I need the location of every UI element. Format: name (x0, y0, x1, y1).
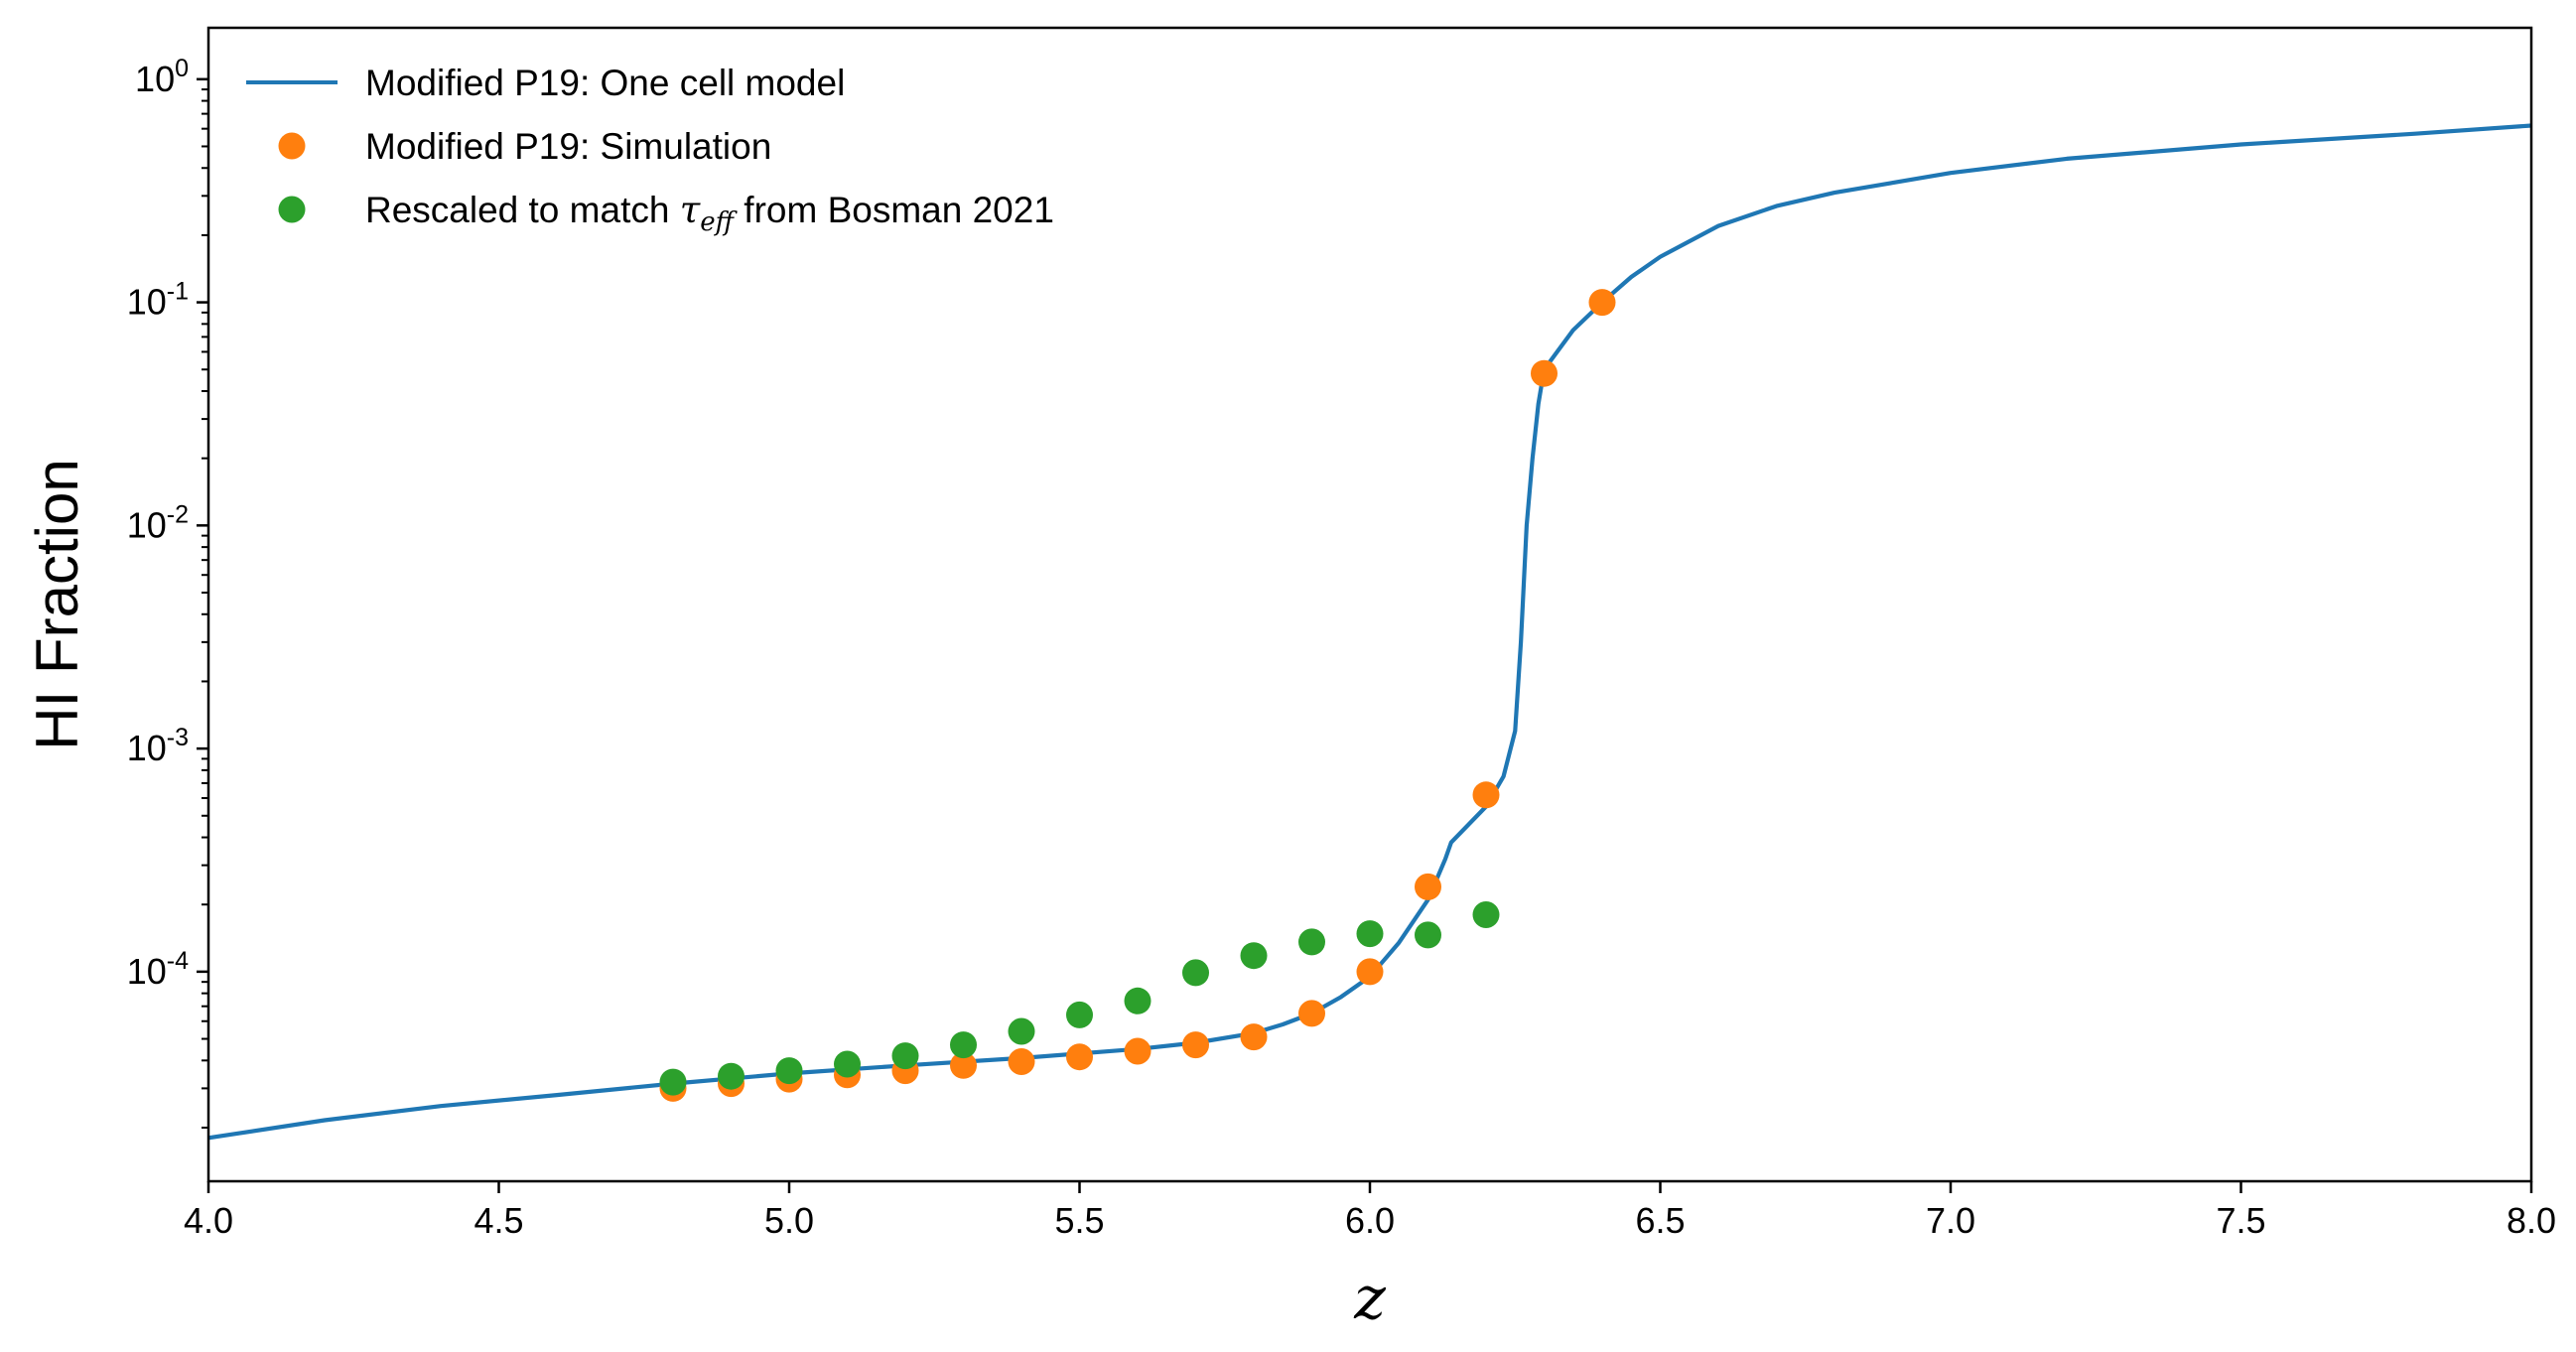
x-tick-label: 8.0 (2507, 1200, 2556, 1241)
rescaled-point (1240, 942, 1268, 970)
simulation-point (1415, 873, 1441, 900)
rescaled-point (1182, 959, 1209, 987)
rescaled-point (1356, 920, 1384, 948)
simulation-point (1066, 1043, 1093, 1071)
simulation-point (1472, 781, 1500, 809)
legend-label-simulation: Modified P19: Simulation (365, 126, 771, 167)
y-tick-label: 10-4 (127, 947, 189, 992)
legend-math-subscript: eff (700, 207, 738, 237)
rescaled-point (1472, 901, 1500, 928)
simulation-point (1008, 1048, 1035, 1075)
y-axis-label: HI Fraction (24, 459, 90, 749)
rescaled-point (950, 1031, 977, 1059)
rescaled-point (1008, 1017, 1035, 1045)
rescaled-point (718, 1062, 745, 1090)
x-tick-label: 5.5 (1054, 1200, 1104, 1241)
simulation-point (1182, 1031, 1209, 1059)
x-tick-label: 7.5 (2216, 1200, 2265, 1241)
y-tick-label: 10-3 (127, 724, 189, 768)
x-tick-label: 6.5 (1635, 1200, 1685, 1241)
y-tick-label: 100 (135, 55, 189, 99)
x-tick-label: 7.0 (1926, 1200, 1975, 1241)
simulation-point (1298, 1000, 1325, 1027)
legend: Modified P19: One cell model Modified P1… (246, 63, 1054, 237)
rescaled-point (1415, 921, 1441, 949)
simulation-point (1588, 289, 1616, 317)
rescaled-point (1298, 928, 1325, 956)
plot-background (208, 28, 2531, 1181)
axis-ticks: 4.0 4.5 5.0 5.5 6.0 6.5 7.0 7.5 8.0 10-4 10-3 10-2 1… (127, 55, 2556, 1241)
simulation-point (1356, 958, 1384, 986)
legend-orange-marker (278, 132, 306, 160)
simulation-point (1531, 359, 1558, 387)
rescaled-point (891, 1042, 919, 1070)
rescaled-point (1124, 987, 1152, 1014)
x-tick-label: 4.5 (474, 1200, 523, 1241)
rescaled-point (659, 1068, 687, 1096)
x-axis-label: z (1353, 1264, 1386, 1333)
x-tick-label: 4.0 (184, 1200, 233, 1241)
legend-math-tau: τ (680, 189, 701, 231)
rescaled-point (834, 1050, 861, 1078)
legend-label-one-cell-model: Modified P19: One cell model (365, 63, 845, 103)
simulation-point (950, 1051, 977, 1079)
legend-label-rescaled-prefix: Rescaled to match (365, 190, 680, 230)
legend-label-rescaled-suffix: from Bosman 2021 (734, 190, 1054, 230)
x-tick-label: 5.0 (764, 1200, 814, 1241)
x-tick-label: 6.0 (1345, 1200, 1395, 1241)
y-tick-label: 10-2 (127, 500, 189, 545)
series-layer (207, 123, 2532, 1141)
legend-green-marker (278, 196, 306, 223)
y-tick-label: 10-1 (127, 278, 189, 323)
simulation-point (1124, 1037, 1152, 1065)
rescaled-point (775, 1057, 803, 1085)
rescaled-point (1066, 1001, 1093, 1028)
legend-label-rescaled: Rescaled to match τeff from Bosman 2021 (365, 189, 1054, 237)
plot-frame (206, 26, 2533, 1183)
simulation-point (1240, 1023, 1268, 1051)
